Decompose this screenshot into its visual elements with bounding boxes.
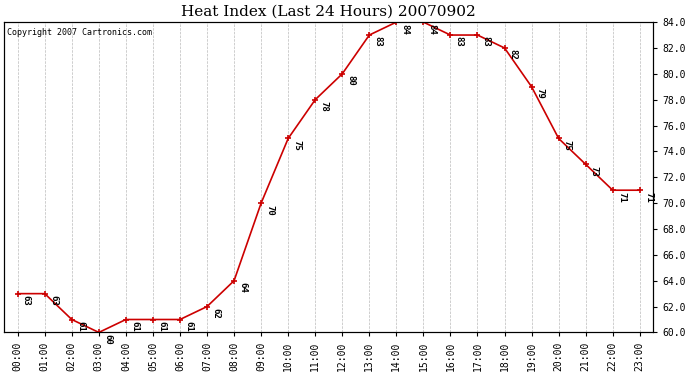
Text: 83: 83 <box>455 36 464 47</box>
Text: 60: 60 <box>103 334 112 345</box>
Text: 75: 75 <box>293 140 302 151</box>
Text: 63: 63 <box>22 295 31 306</box>
Text: 80: 80 <box>346 75 355 86</box>
Text: 73: 73 <box>590 166 599 177</box>
Text: 71: 71 <box>617 192 626 202</box>
Text: 84: 84 <box>428 24 437 34</box>
Text: Copyright 2007 Cartronics.com: Copyright 2007 Cartronics.com <box>8 28 152 38</box>
Text: 82: 82 <box>509 50 518 60</box>
Text: 62: 62 <box>211 308 220 319</box>
Text: 78: 78 <box>319 101 328 112</box>
Text: 61: 61 <box>130 321 139 332</box>
Text: 71: 71 <box>644 192 653 202</box>
Text: 70: 70 <box>265 204 275 215</box>
Text: 64: 64 <box>238 282 247 293</box>
Text: 61: 61 <box>184 321 193 332</box>
Text: 83: 83 <box>482 36 491 47</box>
Title: Heat Index (Last 24 Hours) 20070902: Heat Index (Last 24 Hours) 20070902 <box>181 4 476 18</box>
Text: 75: 75 <box>563 140 572 151</box>
Text: 61: 61 <box>76 321 85 332</box>
Text: 63: 63 <box>49 295 58 306</box>
Text: 61: 61 <box>157 321 166 332</box>
Text: 84: 84 <box>400 24 410 34</box>
Text: 79: 79 <box>535 88 545 99</box>
Text: 83: 83 <box>373 36 382 47</box>
